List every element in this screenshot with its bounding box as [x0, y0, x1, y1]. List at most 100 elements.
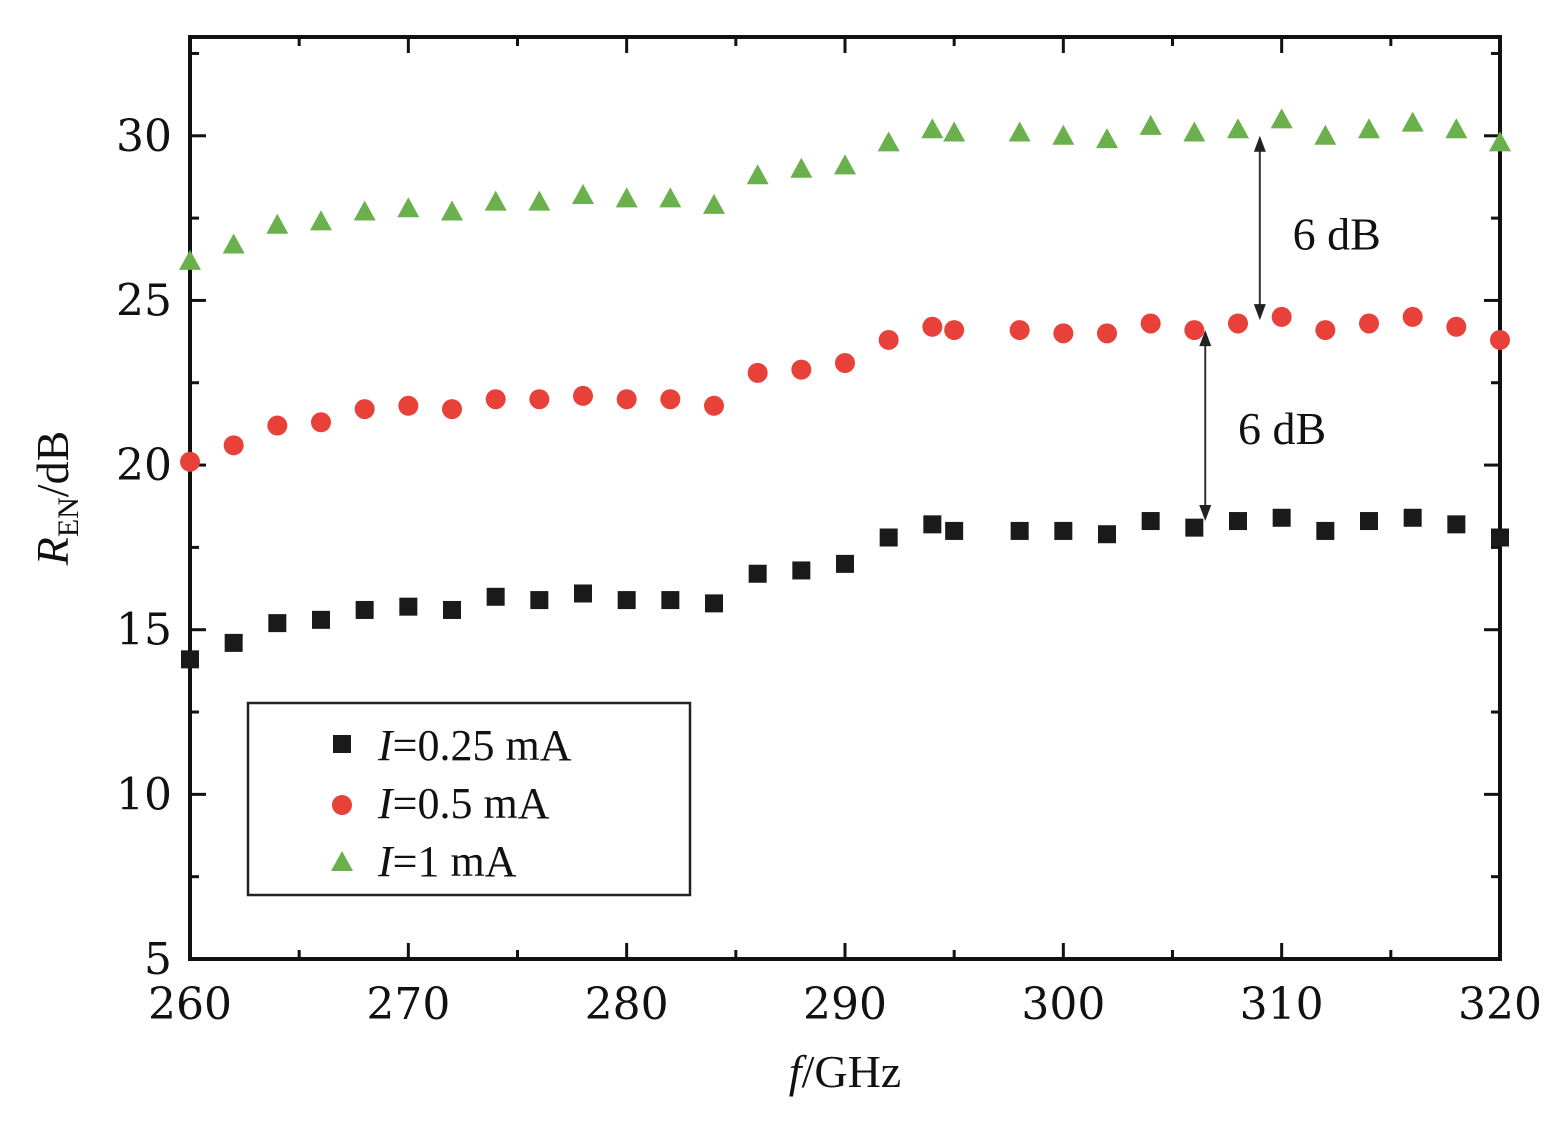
point-square	[574, 584, 592, 603]
point-triangle	[1270, 108, 1293, 129]
legend-marker-square	[333, 735, 351, 753]
point-square	[399, 597, 418, 616]
point-triangle	[1401, 111, 1424, 132]
legend-label-1: I=0.25 mA	[377, 721, 572, 770]
point-triangle	[397, 197, 420, 218]
point-square	[661, 591, 680, 610]
point-square	[224, 633, 243, 652]
annotation-arrowhead-down	[1253, 304, 1266, 321]
point-circle	[660, 389, 681, 410]
point-triangle	[1489, 131, 1511, 152]
point-circle	[1490, 329, 1510, 350]
point-triangle	[310, 210, 332, 231]
legend-label-2: I=0.5 mA	[377, 779, 550, 828]
point-square	[312, 610, 330, 629]
point-circle	[267, 415, 288, 436]
y-tick-label: 20	[116, 440, 172, 491]
point-circle	[791, 359, 812, 380]
point-triangle	[266, 213, 289, 234]
point-circle	[835, 352, 855, 373]
annotation-label: 6 dB	[1238, 403, 1326, 454]
point-square	[1141, 512, 1160, 531]
point-circle	[485, 389, 506, 410]
point-circle	[1315, 320, 1336, 341]
point-circle	[1228, 313, 1248, 334]
y-axis-title: REN/dB	[27, 431, 85, 567]
point-square	[1185, 518, 1204, 537]
point-circle	[1446, 316, 1467, 337]
axis-ticks	[188, 37, 1502, 961]
point-square	[443, 600, 461, 619]
x-axis-title: f/GHz	[789, 1046, 901, 1097]
point-triangle	[222, 233, 245, 254]
y-axis-title-rest: /dB	[27, 431, 78, 497]
point-circle	[573, 385, 593, 406]
point-triangle	[1183, 121, 1206, 142]
point-triangle	[179, 249, 201, 270]
annotation-arrowhead-up	[1199, 330, 1212, 347]
point-circle	[442, 399, 462, 420]
legend-label-3-rest: =1 mA	[393, 837, 517, 886]
point-circle	[922, 316, 943, 337]
point-circle	[616, 389, 637, 410]
point-circle	[354, 399, 375, 420]
point-triangle	[1445, 118, 1468, 139]
legend-marker-circle	[332, 795, 352, 815]
point-square	[1360, 512, 1378, 531]
point-triangle	[528, 190, 551, 211]
point-triangle	[353, 200, 376, 221]
point-square	[748, 564, 767, 583]
legend-item-2: I=0.5 mA	[332, 779, 550, 828]
point-square	[879, 528, 898, 547]
legend-marker-triangle	[331, 851, 353, 871]
legend-label-1-italic: I	[377, 721, 395, 770]
point-square	[1403, 508, 1422, 527]
legend-box	[246, 701, 692, 897]
legend-label-1-rest: =0.25 mA	[393, 721, 572, 770]
point-triangle	[659, 187, 682, 208]
point-circle	[529, 389, 550, 410]
legend-label-3: I=1 mA	[377, 837, 517, 886]
point-circle	[311, 412, 331, 433]
legend-label-3-italic: I	[377, 837, 395, 886]
point-circle	[1097, 323, 1117, 344]
point-circle	[1402, 306, 1423, 327]
point-circle	[1359, 313, 1379, 334]
legend: I=0.25 mA I=0.5 mA I=1 mA	[246, 701, 692, 897]
point-circle	[398, 395, 419, 416]
point-square	[1010, 521, 1029, 540]
point-triangle	[441, 200, 463, 221]
annotations: 6 dB 6 dB	[1199, 135, 1381, 522]
annotation-label: 6 dB	[1293, 209, 1381, 260]
x-axis-title-rest: /GHz	[802, 1046, 902, 1097]
point-square	[268, 614, 287, 633]
point-square	[1447, 515, 1466, 534]
y-tick-label: 10	[116, 769, 172, 820]
point-square	[181, 650, 199, 669]
x-tick-label: 310	[1240, 979, 1324, 1030]
point-square	[486, 587, 505, 606]
annotation-arrowhead-down	[1199, 505, 1212, 522]
point-square	[617, 591, 636, 610]
point-square	[945, 521, 964, 540]
point-square	[1272, 508, 1291, 527]
x-tick-label: 260	[148, 979, 232, 1030]
point-circle	[704, 395, 724, 416]
point-circle	[747, 362, 768, 383]
y-axis-title-italic: R	[27, 537, 78, 566]
y-tick-label: 25	[116, 275, 172, 326]
point-triangle	[834, 154, 856, 175]
point-square	[530, 591, 549, 610]
point-circle	[1009, 320, 1030, 341]
point-square	[1098, 525, 1116, 544]
x-tick-label: 300	[1021, 979, 1105, 1030]
point-triangle	[1314, 124, 1337, 145]
legend-item-3: I=1 mA	[331, 837, 517, 886]
point-circle	[1053, 323, 1074, 344]
point-circle	[1271, 306, 1292, 327]
x-tick-label: 290	[803, 979, 887, 1030]
x-tick-label: 280	[585, 979, 669, 1030]
point-square	[792, 561, 811, 580]
point-circle	[1140, 313, 1161, 334]
point-triangle	[1096, 128, 1118, 149]
